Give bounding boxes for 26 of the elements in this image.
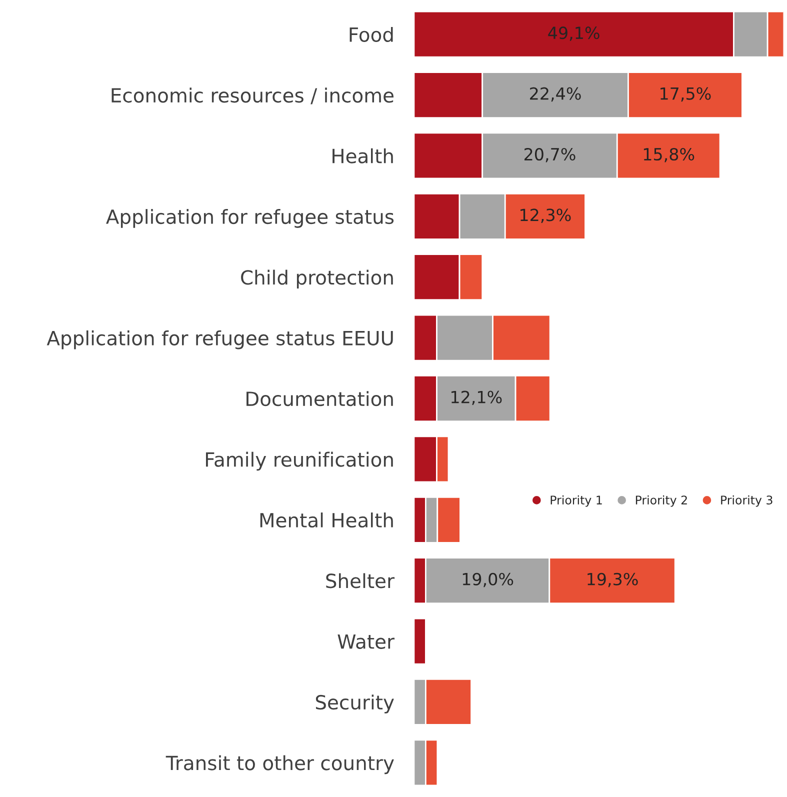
data-label: 15,8% <box>644 148 694 162</box>
y-tick-label: Food <box>350 26 393 42</box>
y-tick-label: Documentation <box>246 391 393 406</box>
y-tick-label: Economic resources / income <box>112 88 394 104</box>
data-label: 19,3% <box>588 572 638 588</box>
data-label: 22,4% <box>530 87 581 102</box>
y-tick-label: Transit to other country <box>166 755 394 774</box>
y-tick-label: Family reunification <box>206 452 393 471</box>
data-label: 20,7% <box>524 148 576 162</box>
y-tick-label: Child protection <box>241 270 393 289</box>
y-tick-label: Mental Health <box>260 512 393 528</box>
y-tick-label: Application for refugee status EEUU <box>46 330 393 350</box>
y-tick-label: Water <box>338 634 395 649</box>
data-label: 12,1% <box>452 390 502 406</box>
data-label: 19,0% <box>462 572 514 588</box>
data-label: 17,5% <box>660 87 711 102</box>
y-tick-label: Application for refugee status <box>106 209 394 228</box>
y-tick-label: Health <box>332 148 393 164</box>
legend-label: Priority 3 <box>721 495 772 507</box>
y-tick-label: Security <box>316 694 394 714</box>
data-label: 12,3% <box>520 208 571 223</box>
data-label: 49,1% <box>548 26 600 41</box>
y-tick-label: Shelter <box>326 573 395 588</box>
legend-label: Priority 1 <box>550 495 602 507</box>
bar <box>414 618 426 665</box>
legend-label: Priority 2 <box>636 495 687 507</box>
